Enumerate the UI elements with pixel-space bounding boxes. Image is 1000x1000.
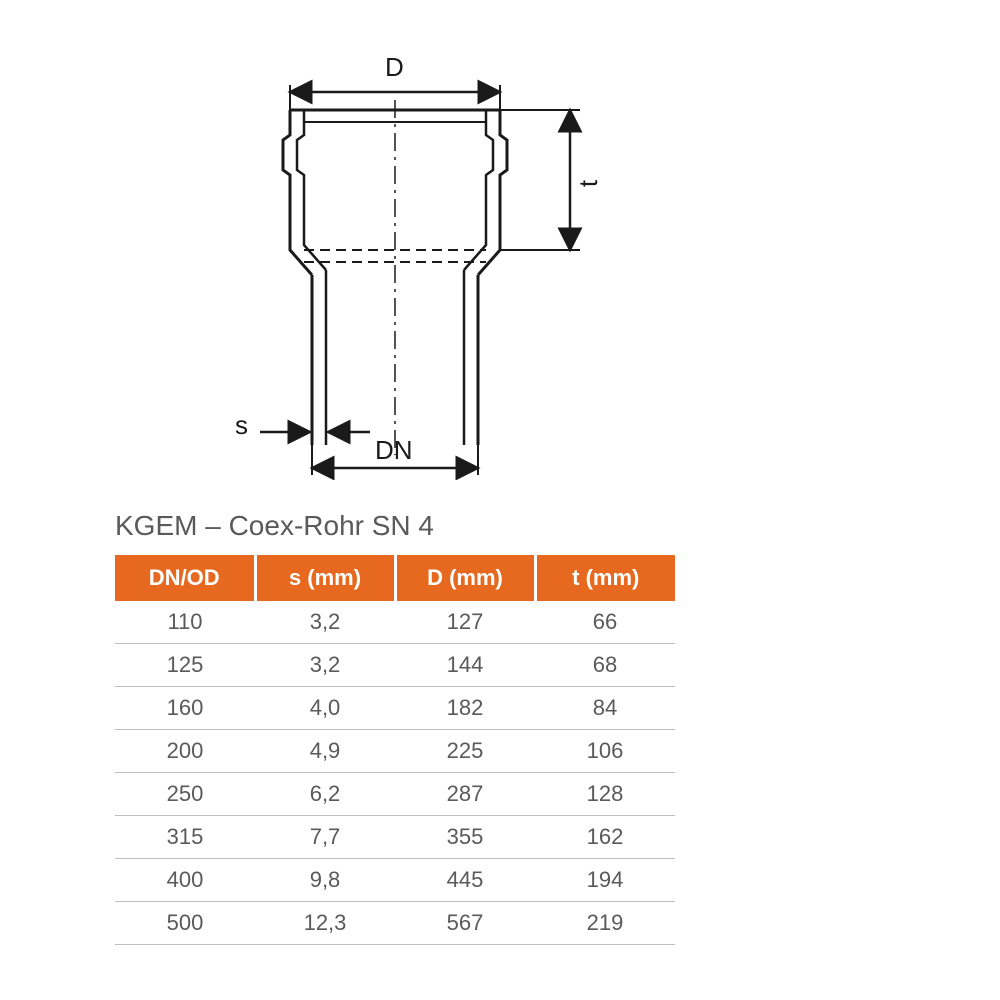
table-cell: 219 — [535, 902, 675, 945]
col-dn-od: DN/OD — [115, 555, 255, 601]
table-cell: 250 — [115, 773, 255, 816]
table-cell: 68 — [535, 644, 675, 687]
table-cell: 194 — [535, 859, 675, 902]
table-header-row: DN/OD s (mm) D (mm) t (mm) — [115, 555, 675, 601]
table-cell: 225 — [395, 730, 535, 773]
table-cell: 567 — [395, 902, 535, 945]
dim-label-dn: DN — [375, 435, 413, 466]
table-cell: 127 — [395, 601, 535, 644]
table-cell: 7,7 — [255, 816, 395, 859]
col-s: s (mm) — [255, 555, 395, 601]
col-d: D (mm) — [395, 555, 535, 601]
table-cell: 144 — [395, 644, 535, 687]
table-cell: 12,3 — [255, 902, 395, 945]
table-row: 1103,212766 — [115, 601, 675, 644]
table-cell: 66 — [535, 601, 675, 644]
table-cell: 3,2 — [255, 601, 395, 644]
dim-label-t: t — [573, 180, 604, 187]
table-cell: 315 — [115, 816, 255, 859]
table-row: 2004,9225106 — [115, 730, 675, 773]
table-cell: 445 — [395, 859, 535, 902]
dim-label-s: s — [235, 410, 248, 441]
table-row: 1604,018284 — [115, 687, 675, 730]
table-cell: 4,0 — [255, 687, 395, 730]
table-row: 1253,214468 — [115, 644, 675, 687]
spec-table-container: DN/OD s (mm) D (mm) t (mm) 1103,21276612… — [115, 555, 675, 945]
spec-table: DN/OD s (mm) D (mm) t (mm) 1103,21276612… — [115, 555, 675, 945]
table-cell: 160 — [115, 687, 255, 730]
table-cell: 6,2 — [255, 773, 395, 816]
table-row: 3157,7355162 — [115, 816, 675, 859]
table-cell: 125 — [115, 644, 255, 687]
table-cell: 182 — [395, 687, 535, 730]
table-cell: 84 — [535, 687, 675, 730]
table-row: 4009,8445194 — [115, 859, 675, 902]
table-cell: 128 — [535, 773, 675, 816]
table-cell: 4,9 — [255, 730, 395, 773]
table-cell: 287 — [395, 773, 535, 816]
table-cell: 500 — [115, 902, 255, 945]
table-title: KGEM – Coex-Rohr SN 4 — [115, 510, 434, 542]
table-cell: 162 — [535, 816, 675, 859]
table-row: 2506,2287128 — [115, 773, 675, 816]
table-row: 50012,3567219 — [115, 902, 675, 945]
table-cell: 106 — [535, 730, 675, 773]
table-cell: 200 — [115, 730, 255, 773]
pipe-diagram: D t s DN — [160, 50, 720, 480]
table-cell: 110 — [115, 601, 255, 644]
table-cell: 3,2 — [255, 644, 395, 687]
table-cell: 9,8 — [255, 859, 395, 902]
table-cell: 400 — [115, 859, 255, 902]
dim-label-d: D — [385, 52, 404, 83]
table-cell: 355 — [395, 816, 535, 859]
col-t: t (mm) — [535, 555, 675, 601]
